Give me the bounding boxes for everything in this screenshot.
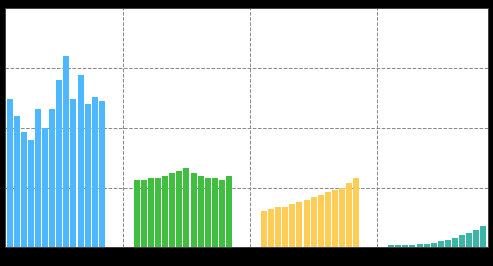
Bar xyxy=(325,192,331,247)
Bar xyxy=(473,230,479,247)
Bar xyxy=(226,176,232,247)
Bar xyxy=(452,238,458,247)
Bar xyxy=(35,109,41,247)
Bar xyxy=(49,109,55,247)
Bar xyxy=(148,178,154,247)
Bar xyxy=(311,197,317,247)
Bar xyxy=(183,168,189,247)
Bar xyxy=(261,211,267,247)
Bar xyxy=(56,80,62,247)
Bar xyxy=(169,173,176,247)
Bar xyxy=(14,116,20,247)
Bar xyxy=(282,207,288,247)
Bar xyxy=(42,128,48,247)
Bar xyxy=(162,176,168,247)
Bar xyxy=(99,101,105,247)
Bar xyxy=(219,180,225,247)
Bar xyxy=(395,245,401,247)
Bar xyxy=(353,178,359,247)
Bar xyxy=(317,195,324,247)
Bar xyxy=(423,244,429,247)
Bar xyxy=(289,204,295,247)
Bar xyxy=(296,202,303,247)
Bar xyxy=(445,240,451,247)
Bar xyxy=(28,140,34,247)
Bar xyxy=(304,200,310,247)
Bar xyxy=(190,173,197,247)
Bar xyxy=(134,180,140,247)
Bar xyxy=(438,242,444,247)
Bar xyxy=(205,178,211,247)
Bar xyxy=(77,75,83,247)
Bar xyxy=(346,183,352,247)
Bar xyxy=(21,132,27,247)
Bar xyxy=(480,226,486,247)
Bar xyxy=(268,209,274,247)
Bar xyxy=(64,56,70,247)
Bar xyxy=(388,246,394,247)
Bar xyxy=(417,244,423,247)
Bar xyxy=(85,104,91,247)
Bar xyxy=(155,178,161,247)
Bar xyxy=(339,188,345,247)
Bar xyxy=(176,171,182,247)
Bar xyxy=(410,245,416,247)
Bar xyxy=(275,207,282,247)
Bar xyxy=(7,99,13,247)
Bar xyxy=(211,178,218,247)
Bar xyxy=(92,97,98,247)
Bar xyxy=(402,245,408,247)
Bar xyxy=(466,233,472,247)
Bar xyxy=(332,190,338,247)
Bar xyxy=(141,180,147,247)
Bar xyxy=(70,99,76,247)
Bar xyxy=(459,235,465,247)
Bar xyxy=(198,176,204,247)
Bar xyxy=(431,243,437,247)
